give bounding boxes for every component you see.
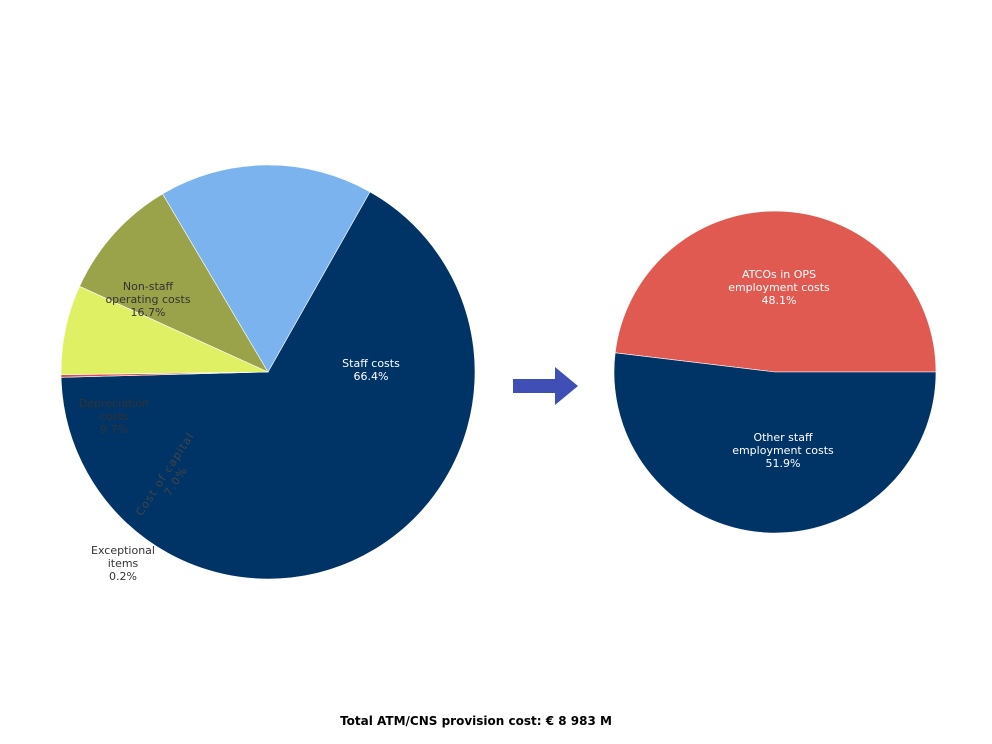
right-slice-atcos-in-ops bbox=[614, 210, 937, 373]
slice-label-line: 9.7% bbox=[100, 423, 128, 436]
left-slice-label-depreciation: Depreciation costs 9.7% bbox=[79, 397, 149, 436]
slice-label-line: employment costs bbox=[728, 281, 830, 294]
slice-label-line: ATCOs in OPS bbox=[742, 268, 816, 281]
slice-label-line: 0.2% bbox=[109, 570, 137, 583]
right-arrow-icon bbox=[513, 367, 578, 405]
left-slice-label-staff-costs: Staff costs 66.4% bbox=[342, 357, 400, 383]
slice-label-line: 16.7% bbox=[131, 306, 166, 319]
slice-label-line: employment costs bbox=[732, 444, 834, 457]
left-slice-label-non-staff: Non-staff operating costs 16.7% bbox=[105, 280, 190, 319]
slice-label-line: items bbox=[108, 557, 139, 570]
left-slice-non-staff bbox=[162, 164, 371, 373]
pie-chart-cost-breakdown: Staff costs 66.4%Exceptional items 0.2%Cost… bbox=[60, 164, 476, 583]
slice-label-line: Exceptional bbox=[91, 544, 155, 557]
left-slice-staff-costs bbox=[60, 191, 476, 580]
left-slice-depreciation bbox=[79, 193, 269, 373]
slice-label-line: Depreciation bbox=[79, 397, 149, 410]
slice-label-line: 48.1% bbox=[762, 294, 797, 307]
right-slice-label-atcos-in-ops: ATCOs in OPS employment costs 48.1% bbox=[728, 268, 830, 307]
right-slice-other-staff bbox=[613, 352, 937, 534]
slice-label-line: Other staff bbox=[753, 431, 813, 444]
left-slice-label-exceptional: Exceptional items 0.2% bbox=[91, 544, 155, 583]
pie-chart-staff-costs-breakdown: ATCOs in OPS employment costs 48.1%Other s… bbox=[613, 210, 937, 534]
slice-label-line: 66.4% bbox=[354, 370, 389, 383]
slice-label-line: costs bbox=[100, 410, 129, 423]
slice-label-line: Non-staff bbox=[123, 280, 174, 293]
slice-label-line: operating costs bbox=[105, 293, 190, 306]
right-slice-label-other-staff: Other staff employment costs 51.9% bbox=[732, 431, 834, 470]
total-cost-caption: Total ATM/CNS provision cost: € 8 983 M bbox=[340, 714, 612, 728]
slice-label-line: 51.9% bbox=[766, 457, 801, 470]
slice-label-line: Staff costs bbox=[342, 357, 400, 370]
